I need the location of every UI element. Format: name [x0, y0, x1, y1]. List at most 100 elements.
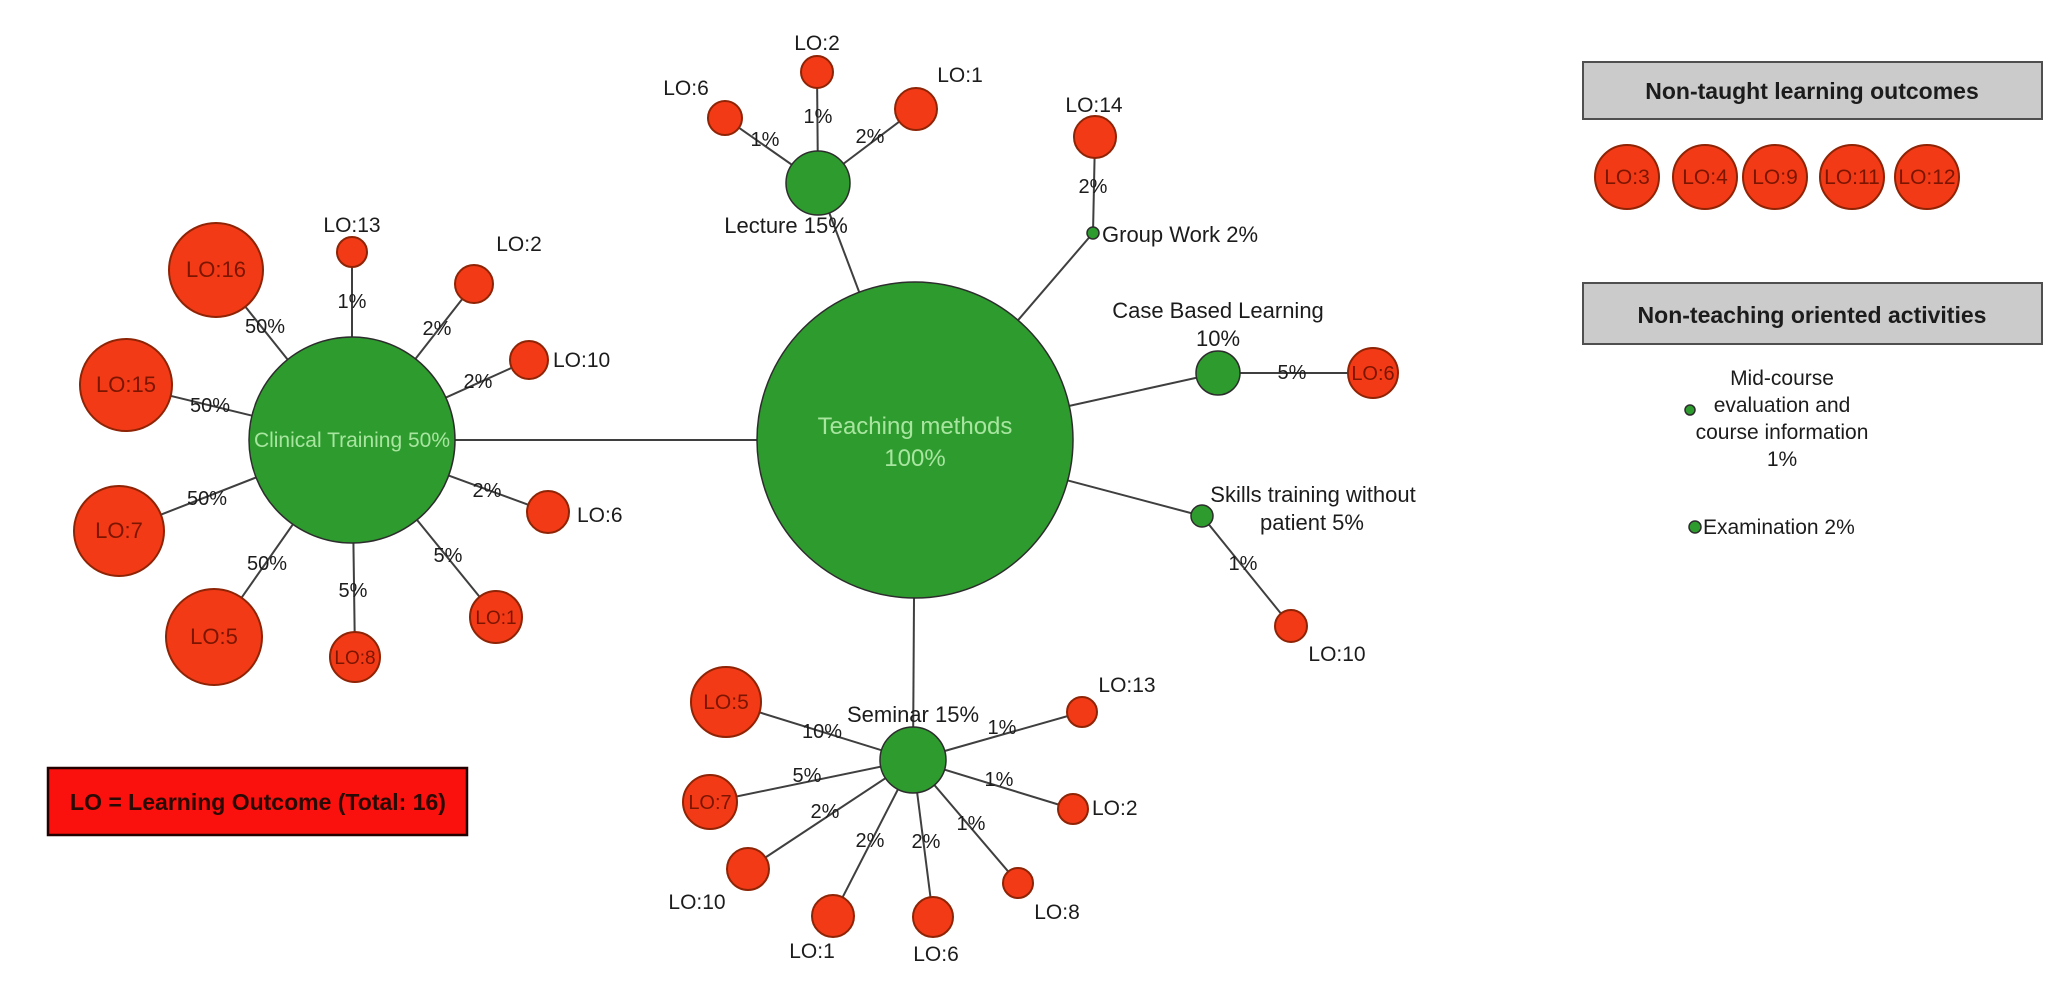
casebased-lo6-label: LO:6	[1351, 363, 1394, 385]
casebased-lo6-pct: 5%	[1278, 362, 1307, 384]
node-lecture	[785, 150, 851, 216]
node-nontaught-lo3	[1594, 144, 1660, 210]
midcourse-label-line1: Mid-course	[1730, 367, 1834, 390]
node-seminar-lo10	[726, 847, 770, 891]
lecture-lo1-pct: 2%	[856, 126, 885, 148]
nontaught-lo11-label: LO:11	[1824, 166, 1880, 189]
midcourse-label-line4: 1%	[1767, 448, 1797, 471]
clinical-lo10-label: LO:10	[553, 349, 610, 372]
clinical-lo16-pct: 50%	[245, 316, 285, 338]
seminar-lo13-label: LO:13	[1098, 674, 1155, 697]
nodes	[73, 55, 1960, 938]
node-clinical-lo16	[168, 222, 264, 318]
midcourse-label-line3: course information	[1696, 421, 1869, 444]
clinical-lo5-label: LO:5	[190, 624, 238, 649]
nontaught-lo12-label: LO:12	[1898, 166, 1955, 189]
node-clinical-lo2	[454, 264, 494, 304]
node-skills-training	[1190, 504, 1214, 528]
labels: Teaching methods 100% Clinical Training …	[70, 32, 1986, 966]
node-clinical-lo5	[165, 588, 263, 686]
clinical-lo1-pct: 5%	[434, 545, 463, 567]
groupwork-lo14-label: LO:14	[1065, 94, 1123, 117]
node-lecture-lo2	[800, 55, 834, 89]
clinical-lo5-pct: 50%	[247, 553, 287, 575]
node-nontaught-lo11	[1819, 144, 1885, 210]
node-seminar-lo2	[1057, 793, 1089, 825]
teaching-label-line1: Teaching methods	[818, 413, 1013, 440]
clinical-lo16-label: LO:16	[186, 257, 246, 282]
seminar-lo10-pct: 2%	[811, 801, 840, 823]
skills-label-line1: Skills training without	[1210, 482, 1415, 507]
node-seminar-lo5	[690, 666, 762, 738]
clinical-lo8-label: LO:8	[334, 648, 375, 669]
teaching-label-line2: 100%	[884, 445, 945, 472]
seminar-lo8-label: LO:8	[1034, 901, 1080, 924]
non-teaching-header-box	[1582, 282, 2043, 345]
node-seminar-lo7	[682, 774, 738, 830]
lecture-lo6-pct: 1%	[751, 129, 780, 151]
clinical-lo13-pct: 1%	[338, 291, 367, 313]
clinical-lo2-pct: 2%	[423, 318, 452, 340]
seminar-lo1-pct: 2%	[856, 830, 885, 852]
node-clinical-lo10	[509, 340, 549, 380]
node-lecture-lo6	[707, 100, 743, 136]
casebased-label-line1: Case Based Learning	[1112, 298, 1324, 323]
nontaught-lo9-label: LO:9	[1752, 166, 1798, 189]
node-seminar-lo8	[1002, 867, 1034, 899]
node-clinical-lo6	[526, 490, 570, 534]
seminar-label: Seminar 15%	[847, 702, 979, 727]
clinical-label: Clinical Training 50%	[254, 429, 450, 452]
seminar-lo7-pct: 5%	[793, 765, 822, 787]
skills-lo10-label: LO:10	[1308, 643, 1365, 666]
non-taught-header: Non-taught learning outcomes	[1645, 78, 1979, 104]
groupwork-lo14-pct: 2%	[1079, 176, 1108, 198]
midcourse-label-line2: evaluation and	[1714, 394, 1851, 417]
non-taught-header-box	[1582, 61, 2043, 120]
node-seminar-lo13	[1066, 696, 1098, 728]
clinical-lo6-label: LO:6	[577, 504, 623, 527]
skills-lo10-pct: 1%	[1229, 553, 1258, 575]
casebased-label-line2: 10%	[1196, 326, 1240, 351]
node-clinical-training	[248, 336, 456, 544]
non-teaching-header: Non-teaching oriented activities	[1638, 302, 1987, 328]
clinical-lo6-pct: 2%	[473, 480, 502, 502]
seminar-lo1-label: LO:1	[789, 940, 835, 963]
node-nontaught-lo12	[1894, 144, 1960, 210]
lecture-lo2-pct: 1%	[804, 106, 833, 128]
node-skills-lo10	[1274, 609, 1308, 643]
node-clinical-lo15	[79, 338, 173, 432]
clinical-lo2-label: LO:2	[496, 233, 542, 256]
node-nontaught-lo9	[1742, 144, 1808, 210]
groupwork-label: Group Work 2%	[1102, 222, 1258, 247]
clinical-lo10-pct: 2%	[464, 371, 493, 393]
node-clinical-lo1	[469, 590, 523, 644]
lecture-label: Lecture 15%	[724, 213, 848, 238]
node-clinical-lo8	[329, 631, 381, 683]
node-casebased-lo6	[1347, 347, 1399, 399]
node-group-work	[1086, 226, 1100, 240]
seminar-lo5-pct: 10%	[802, 721, 842, 743]
seminar-lo10-label: LO:10	[668, 891, 725, 914]
node-lecture-lo1	[894, 87, 938, 131]
seminar-lo2-pct: 1%	[985, 769, 1014, 791]
clinical-lo7-label: LO:7	[95, 518, 143, 543]
legend-text: LO = Learning Outcome (Total: 16)	[70, 789, 446, 815]
nontaught-lo4-label: LO:4	[1682, 166, 1728, 189]
seminar-lo8-pct: 1%	[957, 813, 986, 835]
edge-skills-lo10	[1201, 515, 1292, 627]
node-case-based-learning	[1195, 350, 1241, 396]
lecture-lo2-label: LO:2	[794, 32, 840, 55]
node-seminar-lo6	[912, 896, 954, 938]
nontaught-lo3-label: LO:3	[1604, 166, 1650, 189]
node-seminar-lo1	[811, 894, 855, 938]
skills-label-line2: patient 5%	[1260, 510, 1364, 535]
clinical-lo13-label: LO:13	[323, 214, 380, 237]
seminar-lo6-pct: 2%	[912, 831, 941, 853]
lecture-lo1-label: LO:1	[937, 64, 983, 87]
seminar-lo6-label: LO:6	[913, 943, 959, 966]
clinical-lo1-label: LO:1	[475, 608, 516, 629]
examination-label: Examination 2%	[1703, 516, 1855, 539]
node-teaching-methods	[756, 281, 1074, 599]
